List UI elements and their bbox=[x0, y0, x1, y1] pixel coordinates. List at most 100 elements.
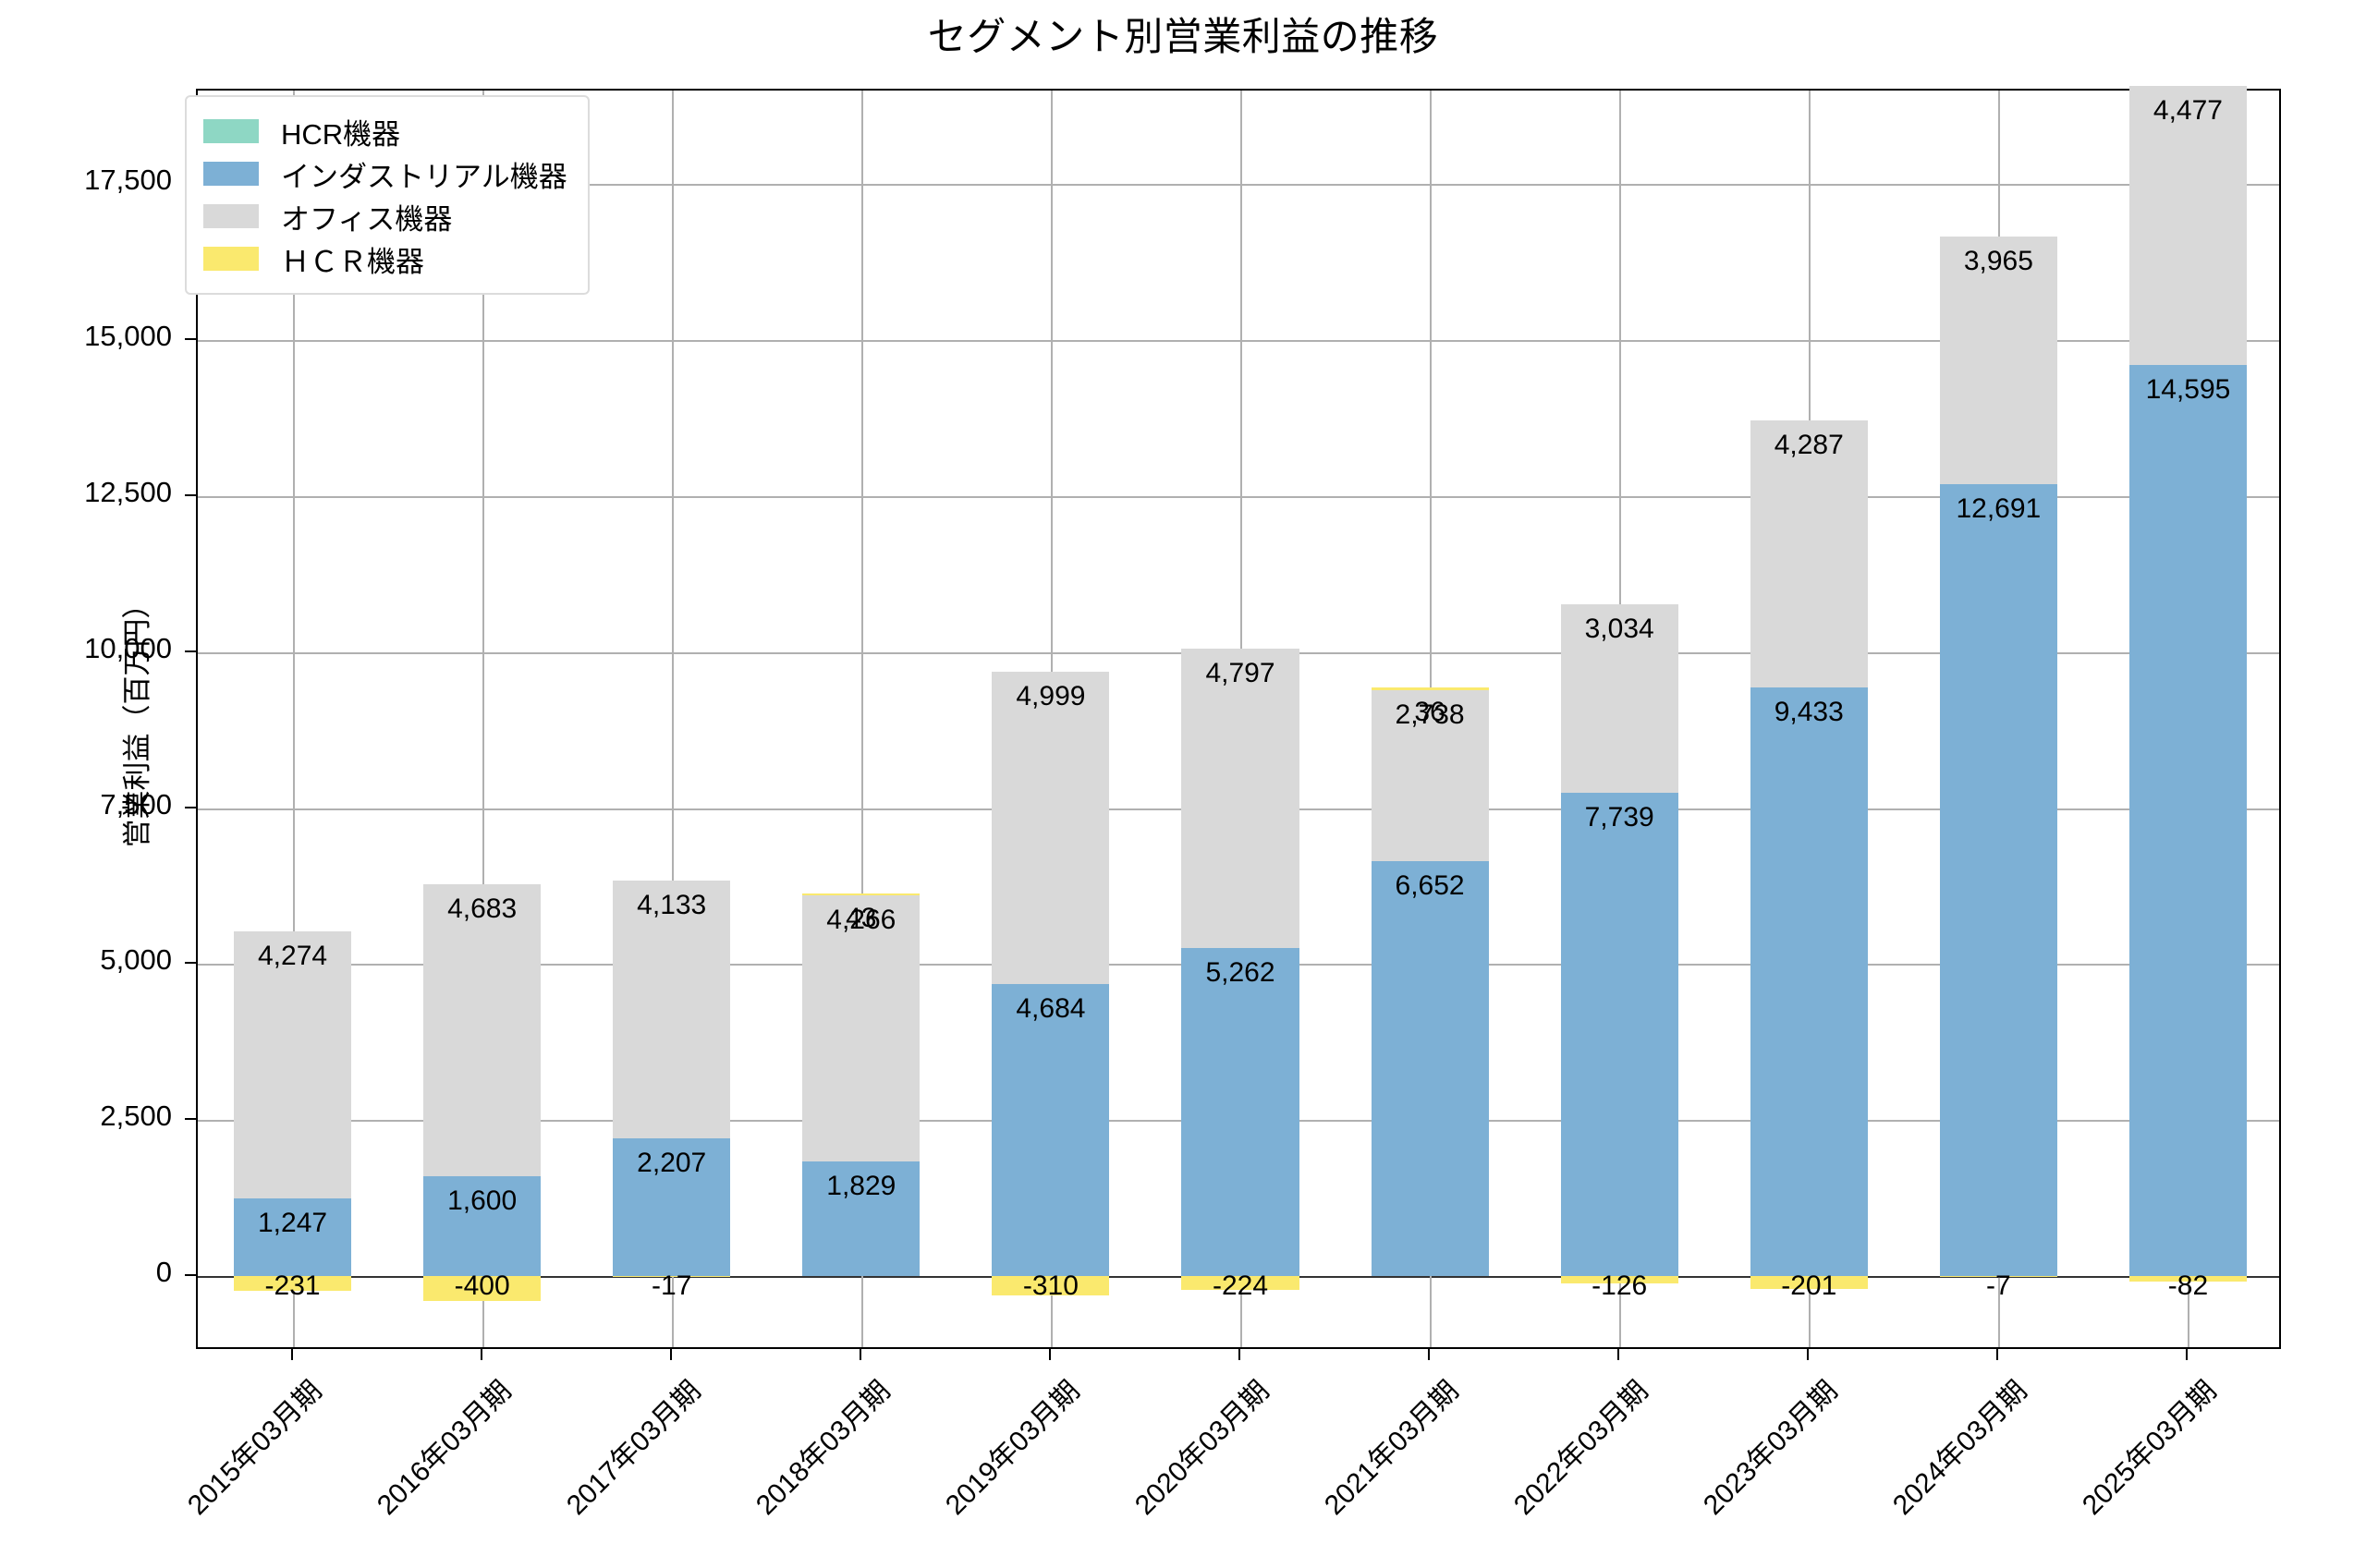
bar-segment-office[interactable] bbox=[1181, 648, 1299, 948]
data-label-hcr: 36 bbox=[1414, 697, 1445, 728]
bar-segment-industrial[interactable] bbox=[423, 1175, 542, 1276]
x-axis-tick-mark bbox=[290, 1349, 293, 1360]
bar-segment-hcr[interactable] bbox=[1750, 1275, 1868, 1289]
x-axis-tick-mark bbox=[669, 1349, 672, 1360]
bar-segment-industrial[interactable] bbox=[1371, 860, 1489, 1276]
y-axis-tick-label: 2,500 bbox=[100, 1100, 172, 1133]
data-label-hcr: -400 bbox=[454, 1270, 510, 1301]
x-axis-tick-label: 2023年03月期 bbox=[1698, 1375, 1844, 1522]
gridline-vertical bbox=[292, 91, 295, 1347]
data-label-hcr: -126 bbox=[1592, 1270, 1648, 1301]
legend-item-label: インダストリアル機器 bbox=[281, 160, 567, 193]
x-axis-tick-label: 2015年03月期 bbox=[181, 1375, 328, 1522]
bar-segment-industrial[interactable] bbox=[1939, 484, 2057, 1276]
legend-swatch-icon bbox=[203, 119, 259, 143]
bar-segment-office[interactable] bbox=[233, 931, 352, 1198]
legend[interactable]: HCR機器インダストリアル機器 オフィス機器 ＨＣＲ機器 bbox=[185, 95, 590, 295]
data-label-industrial: 14,595 bbox=[2145, 374, 2231, 406]
data-label-industrial: 6,652 bbox=[1395, 869, 1465, 901]
y-axis-tick-mark bbox=[185, 493, 196, 496]
data-label-industrial: 7,739 bbox=[1584, 802, 1654, 833]
data-label-industrial: 2,207 bbox=[637, 1147, 707, 1178]
bar-segment-industrial[interactable] bbox=[2128, 365, 2248, 1276]
bar-segment-office[interactable] bbox=[613, 880, 731, 1138]
bar-segment-industrial[interactable] bbox=[1181, 947, 1299, 1276]
legend-swatch-icon bbox=[203, 204, 259, 228]
legend-item[interactable]: インダストリアル機器 bbox=[203, 152, 567, 195]
bar-segment-hcr[interactable] bbox=[1560, 1275, 1678, 1284]
bar-segment-office[interactable] bbox=[1371, 689, 1489, 861]
legend-item-label: HCR機器 bbox=[281, 117, 401, 151]
legend-item[interactable]: オフィス機器 bbox=[203, 195, 567, 237]
legend-item-label: ＨＣＲ機器 bbox=[281, 245, 424, 278]
bar-segment-hcr[interactable] bbox=[802, 893, 921, 896]
gridline-vertical bbox=[671, 91, 674, 1347]
bar-segment-office[interactable] bbox=[992, 672, 1110, 984]
y-axis-tick-label: 15,000 bbox=[84, 320, 172, 353]
y-axis-label-container: 営業利益（百万円） bbox=[0, 89, 153, 1349]
bar-segment-industrial[interactable] bbox=[613, 1137, 731, 1276]
bar-segment-hcr[interactable] bbox=[1181, 1275, 1299, 1291]
gridline-horizontal bbox=[198, 495, 2279, 498]
y-axis-tick-label: 7,500 bbox=[100, 787, 172, 820]
data-label-office: 4,797 bbox=[1205, 657, 1275, 688]
x-axis-tick-mark bbox=[1617, 1349, 1620, 1360]
bar-segment-office[interactable] bbox=[1560, 603, 1678, 794]
data-label-hcr: -231 bbox=[264, 1270, 321, 1301]
y-axis-tick-mark bbox=[185, 962, 196, 965]
data-label-industrial: 5,262 bbox=[1205, 956, 1275, 988]
x-axis-tick-mark bbox=[1807, 1349, 1810, 1360]
x-axis-tick-mark bbox=[1048, 1349, 1051, 1360]
data-label-hcr: -310 bbox=[1022, 1270, 1079, 1301]
x-axis-tick-label: 2019年03月期 bbox=[939, 1375, 1086, 1522]
data-label-office: 2,738 bbox=[1395, 699, 1465, 730]
plot-area: 4,274 1,247 -231 4,683 1,600 -400 4,133 2,207 -1… bbox=[196, 86, 2281, 1349]
bar-segment-industrial[interactable] bbox=[802, 1161, 921, 1276]
legend-item[interactable]: ＨＣＲ機器 bbox=[203, 237, 567, 280]
data-label-office: 3,034 bbox=[1584, 613, 1654, 644]
data-label-hcr: -17 bbox=[652, 1270, 692, 1301]
bar-segment-office[interactable] bbox=[1939, 237, 2057, 484]
legend-item-label: オフィス機器 bbox=[281, 202, 453, 236]
x-axis-tick-mark bbox=[1428, 1349, 1431, 1360]
bar-segment-hcr[interactable] bbox=[992, 1275, 1110, 1295]
y-axis-tick-label: 10,000 bbox=[84, 631, 172, 664]
bar-segment-hcr[interactable] bbox=[2128, 1275, 2248, 1282]
data-label-industrial: 1,829 bbox=[826, 1171, 896, 1202]
x-axis-tick-mark bbox=[859, 1349, 861, 1360]
data-label-hcr: -224 bbox=[1212, 1270, 1269, 1301]
bar-segment-industrial[interactable] bbox=[233, 1197, 352, 1276]
x-axis-tick-label: 2018年03月期 bbox=[750, 1375, 896, 1522]
gridline-vertical bbox=[860, 91, 863, 1347]
bar-segment-industrial[interactable] bbox=[992, 983, 1110, 1276]
bar-segment-office[interactable] bbox=[2128, 86, 2248, 366]
bar-segment-office[interactable] bbox=[423, 883, 542, 1176]
y-axis-tick-mark bbox=[185, 650, 196, 652]
x-axis-tick-mark bbox=[1996, 1349, 1999, 1360]
data-label-industrial: 4,684 bbox=[1016, 992, 1086, 1024]
data-label-office: 3,965 bbox=[1963, 246, 2033, 277]
data-label-industrial: 1,600 bbox=[447, 1185, 518, 1216]
bar-segment-hcr[interactable] bbox=[233, 1275, 352, 1291]
bar-segment-industrial[interactable] bbox=[1750, 687, 1868, 1276]
bar-segment-office[interactable] bbox=[1750, 419, 1868, 687]
data-label-industrial: 1,247 bbox=[258, 1207, 328, 1238]
bar-segment-hcr[interactable] bbox=[613, 1275, 731, 1278]
gridline-horizontal bbox=[198, 340, 2279, 343]
x-axis-tick-label: 2021年03月期 bbox=[1319, 1375, 1465, 1522]
x-axis-tick-mark bbox=[2186, 1349, 2189, 1360]
x-axis-tick-label: 2017年03月期 bbox=[560, 1375, 707, 1522]
legend-item[interactable]: HCR機器 bbox=[203, 110, 567, 152]
y-axis-tick-mark bbox=[185, 1118, 196, 1121]
bar-segment-hcr[interactable] bbox=[423, 1275, 542, 1301]
y-axis-tick-mark bbox=[185, 1273, 196, 1276]
bar-segment-industrial[interactable] bbox=[1560, 793, 1678, 1276]
data-label-office: 4,287 bbox=[1774, 429, 1844, 460]
gridline-horizontal bbox=[198, 184, 2279, 187]
data-label-industrial: 9,433 bbox=[1774, 697, 1844, 727]
y-axis-tick-mark bbox=[185, 338, 196, 341]
bar-segment-office[interactable] bbox=[802, 895, 921, 1162]
bar-segment-hcr[interactable] bbox=[1371, 687, 1489, 690]
legend-swatch-icon bbox=[203, 162, 259, 186]
